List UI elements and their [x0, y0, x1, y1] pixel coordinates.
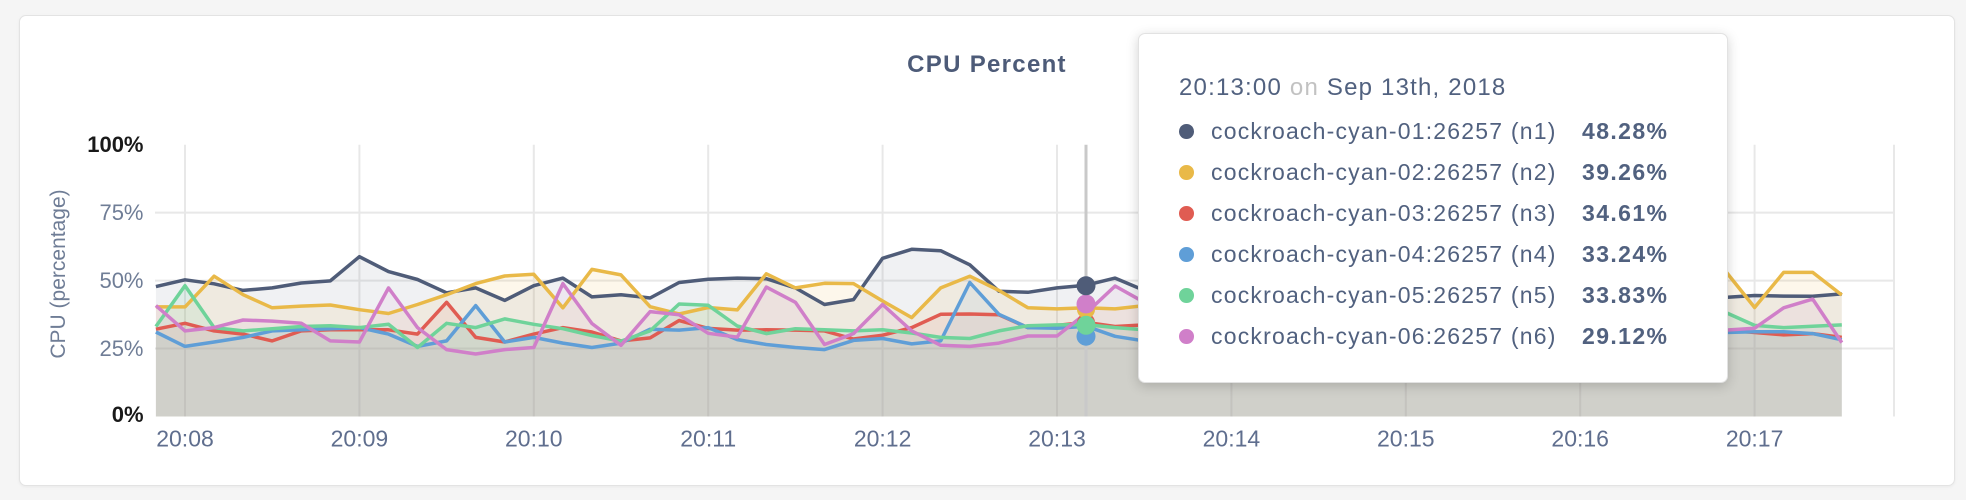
svg-text:20:09: 20:09 — [331, 426, 389, 452]
svg-text:CPU (percentage): CPU (percentage) — [47, 189, 70, 358]
svg-text:20:16: 20:16 — [1551, 426, 1609, 452]
svg-text:75%: 75% — [99, 200, 143, 225]
svg-text:20:10: 20:10 — [505, 426, 563, 452]
svg-text:20:11: 20:11 — [680, 426, 736, 452]
svg-text:20:17: 20:17 — [1726, 426, 1784, 452]
svg-text:25%: 25% — [99, 336, 143, 361]
svg-text:20:15: 20:15 — [1377, 426, 1435, 452]
svg-text:50%: 50% — [99, 268, 143, 293]
svg-text:20:08: 20:08 — [156, 426, 214, 452]
svg-text:0%: 0% — [112, 402, 144, 427]
svg-text:20:13: 20:13 — [1028, 426, 1086, 452]
svg-text:20:14: 20:14 — [1203, 426, 1261, 452]
svg-text:20:12: 20:12 — [854, 426, 912, 452]
svg-text:100%: 100% — [87, 132, 143, 157]
